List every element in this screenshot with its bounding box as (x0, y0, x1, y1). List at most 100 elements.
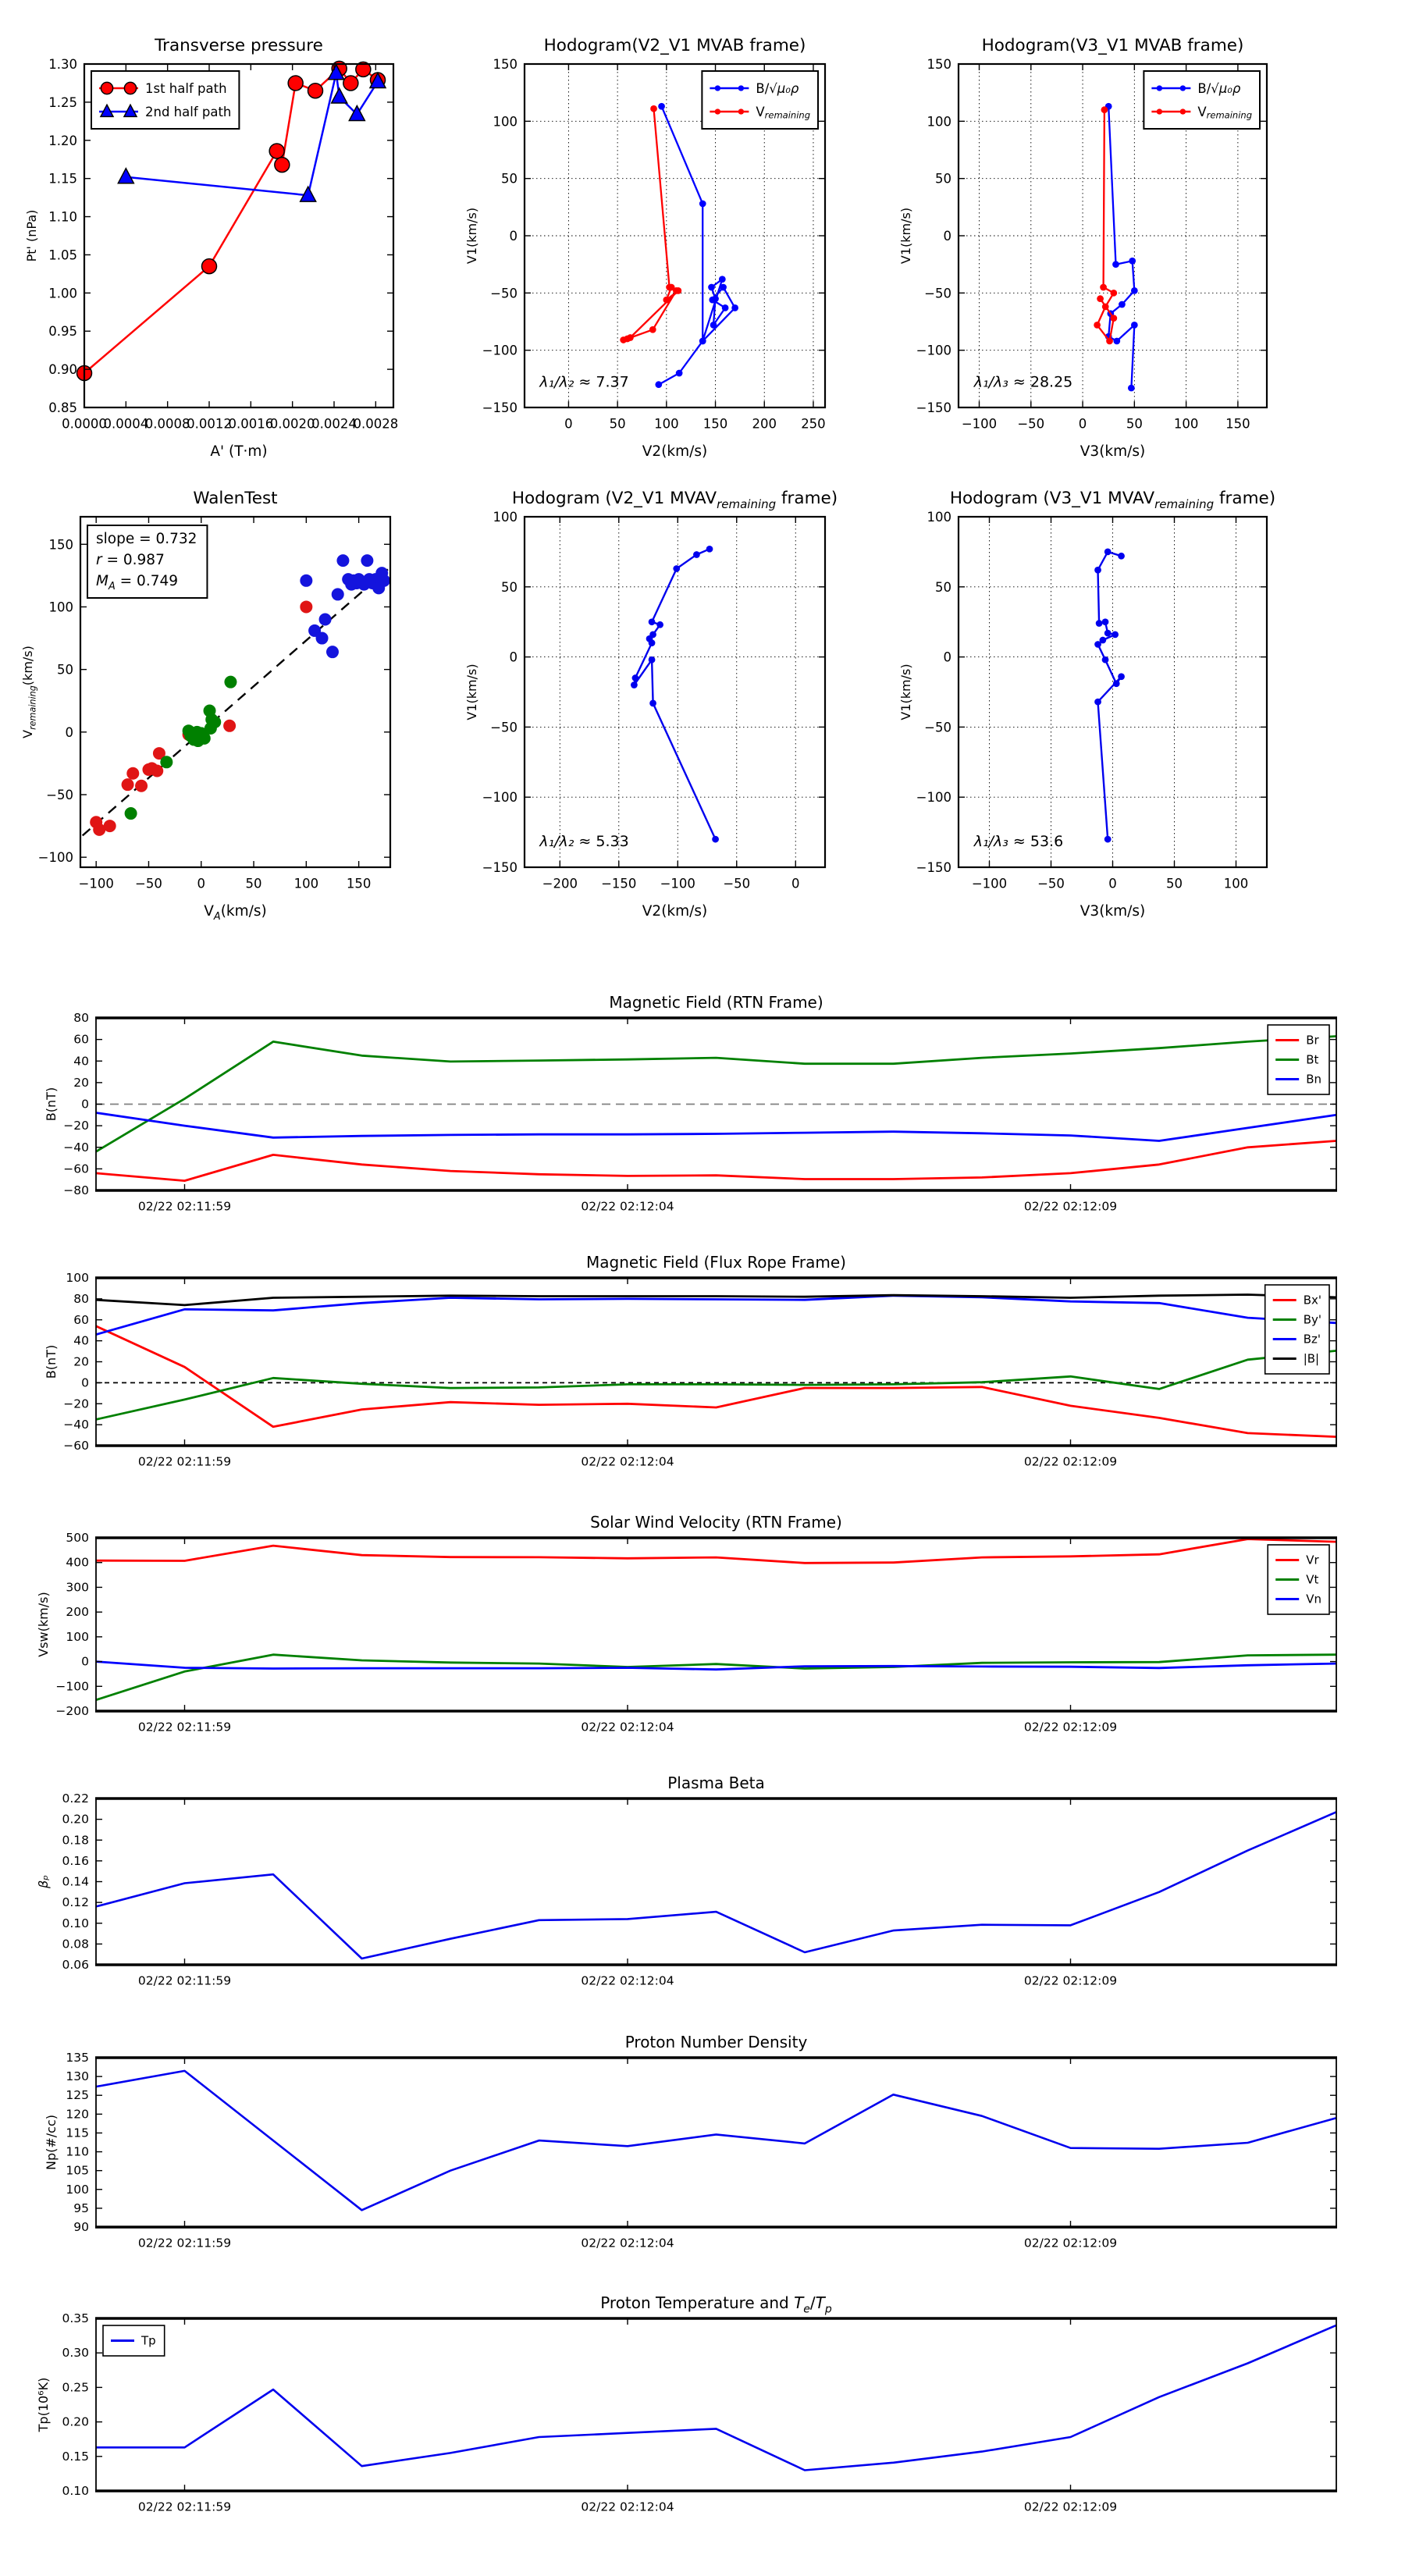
x-axis-label: A' (T·m) (210, 443, 267, 460)
marker-dot (1179, 109, 1186, 115)
marker-dot (648, 618, 656, 626)
y-tick-label: 100 (66, 1271, 89, 1285)
marker-dot (693, 551, 700, 558)
y-tick-label: 0.06 (62, 1958, 89, 1972)
x-tick-label: 02/22 02:12:09 (1024, 1720, 1117, 1735)
legend-label: 1st half path (145, 81, 227, 96)
marker-dot (1097, 295, 1104, 303)
marker-dot (1106, 337, 1113, 345)
scatter-point-first-half (93, 823, 106, 836)
series-B-path (1108, 106, 1136, 389)
y-tick-label: −60 (63, 1162, 89, 1176)
x-axis-label: V3(km/s) (1080, 903, 1145, 920)
y-tick-label: 90 (73, 2220, 89, 2234)
x-tick-label: 0.0016 (228, 417, 273, 432)
marker-circle (123, 81, 137, 95)
y-tick-label: 110 (66, 2145, 89, 2159)
y-axis-label: βₚ (36, 1875, 51, 1889)
legend-label: B/√μ₀ρ (1197, 81, 1241, 96)
series-beta-p (95, 1811, 1337, 1960)
marker-dot (1112, 261, 1119, 269)
marker-dot (674, 287, 682, 294)
marker-triangle (123, 103, 138, 118)
y-tick-label: 1.00 (48, 286, 77, 301)
axes-frame (95, 2057, 1337, 2228)
marker-dot (712, 835, 719, 843)
y-tick-label: 80 (73, 1011, 89, 1025)
y-tick-label: −50 (924, 286, 951, 301)
series-Vn (95, 1660, 1337, 1671)
scatter-point-first-half (121, 778, 134, 792)
y-tick-label: 0.85 (48, 400, 77, 415)
legend-label: |B| (1304, 1352, 1319, 1366)
x-tick-label: 02/22 02:11:59 (138, 1974, 231, 1988)
y-tick-label: 0.08 (62, 1937, 89, 1951)
legend-label: 2nd half path (145, 105, 231, 119)
marker-dot (699, 337, 706, 345)
marker-dot (720, 283, 727, 291)
y-tick-label: 0.16 (62, 1854, 89, 1868)
marker-dot (1113, 337, 1121, 345)
y-tick-label: 120 (66, 2107, 89, 2121)
legend-label: Vt (1306, 1573, 1318, 1587)
x-tick-label: 100 (654, 417, 679, 432)
y-tick-label: 40 (73, 1334, 89, 1348)
x-tick-label: 50 (1166, 877, 1183, 891)
x-tick-label: −50 (1017, 417, 1044, 432)
marker-dot (1104, 548, 1112, 556)
marker-dot (1095, 620, 1103, 627)
series-V-remaining-path (622, 109, 680, 341)
scatter-point-first-half (300, 600, 313, 614)
marker-dot (631, 681, 638, 688)
x-tick-label: 100 (294, 877, 319, 891)
marker-dot (1112, 631, 1119, 639)
marker-dot (710, 322, 717, 329)
marker-dot (721, 304, 729, 311)
y-tick-label: 0.25 (62, 2380, 89, 2394)
y-tick-label: −200 (55, 1704, 89, 1718)
y-tick-label: −40 (63, 1418, 89, 1432)
x-tick-label: 02/22 02:12:04 (581, 1200, 674, 1214)
x-tick-label: 02/22 02:12:04 (581, 2500, 674, 2514)
marker-dot (1156, 85, 1163, 91)
legend-label: Vremaining (1197, 105, 1252, 121)
marker-circle (274, 156, 290, 173)
y-tick-label: 20 (73, 1076, 89, 1090)
chart-title: Hodogram (V3_V1 MVAVremaining frame) (950, 489, 1275, 511)
x-tick-label: 0 (564, 417, 573, 432)
x-tick-label: 0.0000 (62, 417, 107, 432)
x-tick-label: 250 (801, 417, 826, 432)
y-axis-label: V1(km/s) (898, 664, 913, 720)
y-axis-label: Vsw(km/s) (36, 1592, 51, 1656)
scatter-point-center (224, 675, 237, 688)
scatter-point-first-half (151, 764, 164, 777)
marker-dot (706, 545, 713, 553)
y-axis-label: Tp(10⁶K) (36, 2378, 51, 2433)
marker-dot (620, 336, 628, 343)
marker-dot (648, 639, 656, 647)
marker-dot (699, 200, 706, 208)
x-axis-label: VA(km/s) (204, 903, 267, 923)
scatter-point-first-half (135, 779, 148, 792)
marker-dot (1112, 680, 1120, 688)
y-tick-label: 100 (927, 114, 952, 129)
y-axis-label: Vremaining(km/s) (20, 646, 37, 738)
chart-walen-test: −100 −50 0 50 100 150 −100 −50 0 50 100 150 WalenTes… (20, 489, 392, 923)
chart-title: Solar Wind Velocity (RTN Frame) (590, 1513, 842, 1532)
x-tick-label: 0 (791, 877, 800, 891)
marker-dot (1130, 322, 1138, 329)
marker-dot (1110, 289, 1118, 297)
marker-circle (201, 258, 218, 275)
series-Tp (96, 2324, 1337, 2471)
scatter-point-second-half (336, 554, 350, 568)
legend-label: Vr (1306, 1553, 1319, 1567)
y-tick-label: 0 (944, 649, 952, 664)
marker-dot (1099, 636, 1107, 644)
marker-dot (1101, 303, 1109, 311)
y-tick-label: 50 (501, 171, 518, 186)
y-tick-label: 0.30 (62, 2346, 89, 2360)
y-tick-label: 0.20 (62, 1813, 89, 1827)
series-Bt (95, 1035, 1337, 1153)
y-tick-label: 1.20 (48, 133, 77, 148)
